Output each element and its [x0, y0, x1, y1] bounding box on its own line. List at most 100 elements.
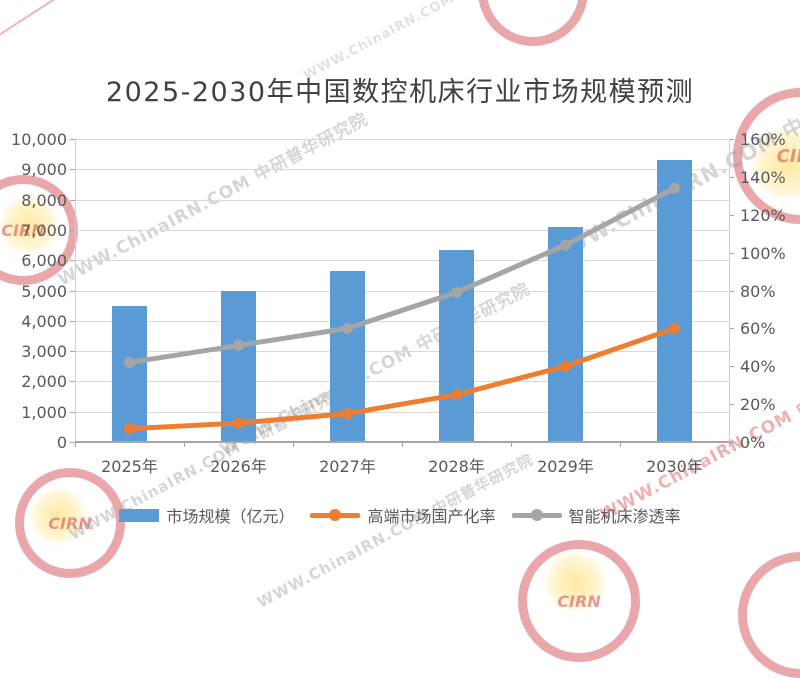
gridline	[75, 260, 729, 262]
x-axis-label: 2026年	[210, 457, 267, 476]
bar-2026年	[221, 290, 256, 442]
marker-series1-2026年	[233, 339, 244, 351]
x-axis-label: 2029年	[537, 457, 594, 476]
marker-series1-2028年	[451, 286, 462, 298]
marker-series0-2030年	[669, 322, 680, 334]
legend-dot-gray	[530, 509, 543, 521]
bar-2030年	[657, 160, 692, 442]
right-axis-tick-label: 160%	[740, 130, 786, 149]
gridline	[75, 381, 729, 383]
right-axis-tick-label: 60%	[740, 319, 776, 339]
gridline	[75, 229, 729, 231]
legend-item-market-size: 市场规模（亿元）	[119, 503, 294, 527]
left-axis-tick-label: 8,000	[21, 190, 67, 210]
marker-series0-2026年	[233, 417, 244, 429]
left-axis-tick	[70, 351, 75, 353]
left-axis-tick	[70, 411, 75, 413]
cirn-stamp-icon: CIRN	[15, 468, 125, 578]
left-axis-tick	[70, 169, 75, 171]
x-axis-tick	[511, 442, 512, 447]
left-axis-tick	[70, 229, 75, 231]
chart-title: 2025-2030年中国数控机床行业市场规模预测	[105, 77, 695, 108]
left-axis-tick	[70, 381, 75, 383]
right-axis-tick-label: 120%	[740, 205, 786, 225]
legend-line-swatch-orange	[310, 509, 361, 521]
legend-item-penetration-rate: 智能机床渗透率	[511, 503, 681, 527]
marker-series1-2029年	[560, 239, 571, 251]
left-axis-tick-label: 2,000	[21, 372, 67, 392]
left-axis-tick	[70, 442, 75, 443]
left-axis-tick-label: 4,000	[21, 311, 67, 331]
left-axis-tick-label: 10,000	[11, 130, 67, 149]
gridline	[75, 411, 729, 413]
left-axis-tick-label: 1,000	[21, 402, 67, 422]
legend-label-market-size: 市场规模（亿元）	[166, 507, 295, 526]
left-axis-tick-label: 5,000	[21, 281, 67, 301]
bar-2028年	[439, 249, 474, 442]
chart-canvas: 2025-2030年中国数控机床行业市场规模预测 10,000 9,000 8,00…	[0, 77, 800, 527]
right-axis-tick	[729, 252, 734, 254]
legend-line-swatch-gray	[511, 509, 562, 521]
line-chart-svg	[124, 182, 680, 435]
x-axis-tick	[729, 442, 730, 447]
left-axis-tick-label: 9,000	[21, 160, 67, 180]
right-axis-tick	[729, 139, 734, 140]
right-axis-tick-label: 140%	[740, 167, 786, 187]
right-axis-tick	[729, 366, 734, 368]
x-axis-tick	[402, 442, 403, 447]
gridline	[75, 199, 729, 201]
marker-series1-2027年	[342, 322, 353, 334]
marker-series0-2025年	[124, 423, 135, 435]
left-axis-tick-label: 0	[56, 433, 67, 452]
gridline	[75, 139, 729, 140]
marker-series1-2025年	[124, 356, 135, 368]
left-axis-line	[75, 139, 76, 442]
right-axis-tick	[729, 328, 734, 330]
x-axis-label: 2028年	[428, 457, 485, 476]
x-axis-tick	[293, 442, 294, 447]
legend-label-localization-rate: 高端市场国产化率	[367, 507, 496, 526]
left-axis-tick-label: 3,000	[21, 342, 67, 362]
marker-series1-2030年	[669, 182, 680, 194]
right-axis-tick-label: 20%	[740, 395, 776, 415]
gridline	[75, 320, 729, 322]
x-axis-label: 2025年	[101, 457, 158, 476]
left-axis-tick	[70, 260, 75, 262]
left-axis-tick-label: 6,000	[21, 251, 67, 271]
right-axis-tick	[729, 290, 734, 292]
legend-dot-orange	[329, 509, 342, 521]
legend-bar-swatch	[119, 508, 160, 522]
marker-series0-2027年	[342, 408, 353, 420]
right-axis-tick-label: 100%	[740, 243, 786, 263]
chart-legend: 市场规模（亿元） 高端市场国产化率 智能机床渗透率	[0, 503, 800, 527]
bar-2029年	[548, 226, 583, 442]
right-axis-tick	[729, 176, 734, 178]
x-axis-line	[75, 441, 729, 443]
right-axis-tick	[729, 442, 734, 443]
marker-series0-2029年	[560, 360, 571, 372]
marker-series0-2028年	[451, 389, 462, 401]
x-axis-tick	[184, 442, 185, 447]
gridline	[75, 290, 729, 292]
bar-2025年	[112, 305, 147, 442]
line-series-0	[129, 326, 676, 432]
x-axis-label: 2027年	[319, 457, 376, 476]
legend-label-penetration-rate: 智能机床渗透率	[568, 507, 681, 526]
line-series-1	[129, 186, 676, 365]
right-axis-tick-label: 40%	[740, 357, 776, 377]
right-axis-tick	[729, 214, 734, 216]
legend-item-localization-rate: 高端市场国产化率	[310, 503, 496, 527]
gridline	[75, 351, 729, 353]
right-axis-tick-label: 0%	[740, 433, 766, 452]
right-axis-tick	[729, 404, 734, 406]
x-axis-tick	[620, 442, 621, 447]
right-axis-tick-label: 80%	[740, 281, 776, 301]
x-axis-label: 2030年	[646, 457, 703, 476]
left-axis-tick-label: 7,000	[21, 220, 67, 240]
left-axis-tick	[70, 139, 75, 140]
left-axis-tick	[70, 290, 75, 292]
right-axis-line	[729, 139, 730, 442]
left-axis-tick	[70, 199, 75, 201]
x-axis-tick	[75, 442, 76, 447]
gridline	[75, 169, 729, 171]
